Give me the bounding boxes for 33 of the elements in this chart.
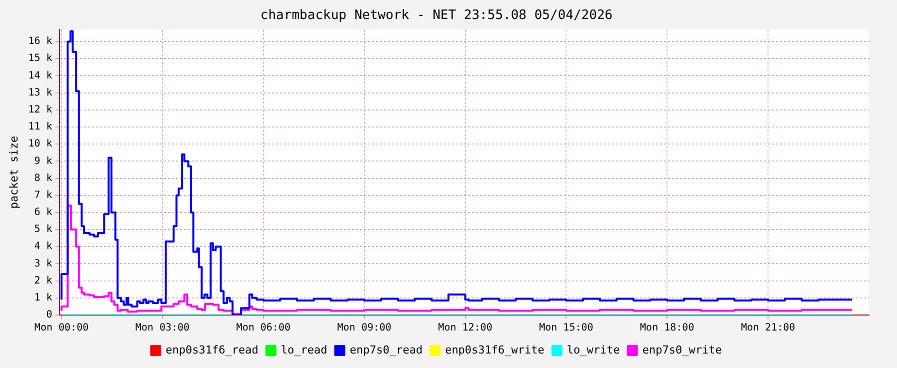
y-tick-label: 14 k (28, 70, 52, 82)
y-tick-label: 4 k (34, 241, 52, 252)
legend-label: enp0s31f6_write (445, 343, 544, 356)
x-tick-label: Mon 18:00 (640, 322, 694, 334)
y-tick-label: 13 k (28, 87, 52, 98)
x-tick-label: Mon 06:00 (236, 322, 290, 334)
legend-label: lo_read (280, 343, 328, 356)
legend-label: enp7s0_read (350, 343, 423, 356)
y-tick-label: 2 k (34, 275, 52, 286)
y-tick-label: 0 (46, 310, 52, 321)
y-axis-title: packet size (7, 136, 20, 209)
legend-label: lo_write (566, 343, 620, 356)
chart-title: charmbackup Network - NET 23:55.08 05/04/2026 (260, 8, 613, 24)
x-tick-label: Mon 00:00 (34, 322, 89, 334)
y-tick-label: 12 k (28, 104, 52, 116)
y-tick-label: 3 k (34, 258, 52, 270)
x-tick-label: Mon 15:00 (539, 322, 594, 334)
y-tick-label: 11 k (28, 122, 52, 133)
x-tick-label: Mon 03:00 (135, 322, 190, 334)
y-tick-label: 1 k (34, 292, 52, 304)
x-tick-label: Mon 21:00 (740, 322, 796, 334)
y-tick-label: 16 k (28, 36, 52, 48)
y-tick-label: 6 k (34, 207, 52, 218)
y-tick-label: 9 k (34, 156, 52, 167)
x-tick-label: Mon 09:00 (337, 322, 392, 334)
y-tick-label: 8 k (34, 172, 52, 184)
x-tick-label: Mon 12:00 (438, 322, 492, 334)
y-tick-label: 7 k (34, 190, 52, 201)
y-tick-label: 5 k (34, 224, 52, 236)
y-tick-label: 10 k (28, 138, 52, 150)
legend-label: enp7s0_write (642, 343, 722, 356)
y-tick-label: 15 k (28, 53, 52, 64)
legend-label: enp0s31f6_read (166, 343, 258, 356)
